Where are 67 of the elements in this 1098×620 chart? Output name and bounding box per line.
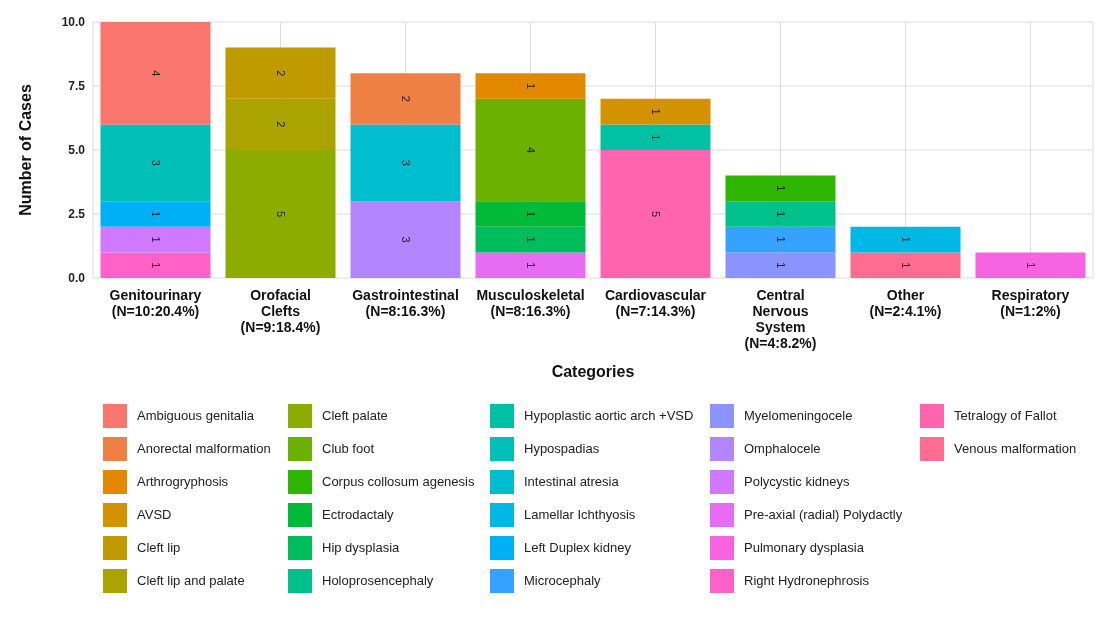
legend-label: Cleft palate: [322, 408, 388, 423]
y-tick-label: 0.0: [68, 271, 86, 286]
data-label: 5: [649, 210, 662, 218]
data-label: 1: [649, 108, 662, 115]
legend-label: Pulmonary dysplasia: [744, 540, 864, 555]
legend-label: Corpus collosum agenesis: [322, 474, 475, 489]
x-tick-label: Gastrointestinal (N=8:16.3%): [352, 287, 459, 319]
x-tick-label: Orofacial Clefts (N=9:18.4%): [240, 287, 321, 335]
y-tick-label: 2.5: [68, 207, 86, 222]
legend-label: Lamellar Ichthyosis: [524, 507, 636, 522]
legend-label: AVSD: [137, 507, 172, 522]
data-label: 1: [149, 210, 162, 218]
legend-label: Left Duplex kidney: [524, 540, 631, 555]
data-label: 1: [524, 82, 537, 90]
y-tick-label: 7.5: [68, 79, 86, 94]
data-label: 1: [774, 262, 787, 269]
data-label: 1: [149, 262, 162, 269]
y-tick-label: 10.0: [61, 15, 86, 30]
legend-label: Omphalocele: [744, 441, 821, 456]
legend-label: Intestinal atresia: [524, 474, 619, 489]
data-label: 2: [274, 121, 287, 128]
y-axis-title: Number of Cases: [16, 84, 34, 216]
legend-label: Hip dysplasia: [322, 540, 400, 555]
x-tick-label: Musculoskeletal (N=8:16.3%): [476, 287, 585, 319]
x-tick-label: Cardiovascular (N=7:14.3%): [604, 287, 707, 319]
data-label: 1: [524, 210, 537, 218]
legend-label: Ectrodactaly: [322, 507, 394, 522]
legend-label: Cleft lip: [137, 540, 181, 555]
x-axis-title: Categories: [551, 363, 635, 380]
legend-label: Holoprosencephaly: [322, 573, 434, 588]
legend-label: Hypoplastic aortic arch +VSD: [524, 408, 694, 423]
legend-label: Arthrogryphosis: [137, 474, 229, 489]
x-tick-label: Genitourinary (N=10:20.4%): [109, 287, 202, 319]
legend-label: Cleft lip and palate: [137, 573, 245, 588]
legend-label: Microcephaly: [524, 573, 601, 588]
data-label: 5: [274, 210, 287, 218]
legend-label: Anorectal malformation: [137, 441, 271, 456]
data-label: 3: [399, 236, 412, 243]
data-label: 1: [774, 185, 787, 192]
data-label: 1: [524, 262, 537, 269]
data-label: 1: [774, 236, 787, 243]
y-tick-label: 5.0: [68, 143, 86, 158]
data-label: 2: [399, 95, 412, 102]
legend-label: Tetralogy of Fallot: [954, 408, 1057, 423]
data-label: 1: [149, 236, 162, 243]
data-label: 1: [649, 134, 662, 141]
legend-label: Club foot: [322, 441, 375, 456]
data-label: 4: [149, 70, 162, 77]
data-label: 3: [149, 159, 162, 166]
data-label: 3: [399, 159, 412, 166]
legend-label: Ambiguous genitalia: [137, 408, 255, 423]
data-label: 1: [1024, 262, 1037, 269]
legend-label: Myelomeningocele: [744, 408, 853, 423]
x-tick-label: Other (N=2:4.1%): [869, 287, 942, 319]
data-label: 1: [524, 236, 537, 243]
data-label: 1: [899, 236, 912, 243]
legend-label: Pre-axial (radial) Polydactly: [744, 507, 903, 522]
data-label: 2: [274, 70, 287, 77]
legend-label: Right Hydronephrosis: [744, 573, 870, 588]
x-tick-label: Central Nervous System (N=4:8.2%): [744, 287, 817, 351]
legend-label: Hypospadias: [524, 441, 600, 456]
x-tick-label: Respiratory (N=1:2%): [991, 287, 1070, 319]
data-label: 1: [774, 210, 787, 218]
data-label: 1: [899, 262, 912, 269]
legend-label: Polycystic kidneys: [744, 474, 850, 489]
data-label: 4: [524, 146, 537, 154]
legend-label: Venous malformation: [954, 441, 1077, 456]
